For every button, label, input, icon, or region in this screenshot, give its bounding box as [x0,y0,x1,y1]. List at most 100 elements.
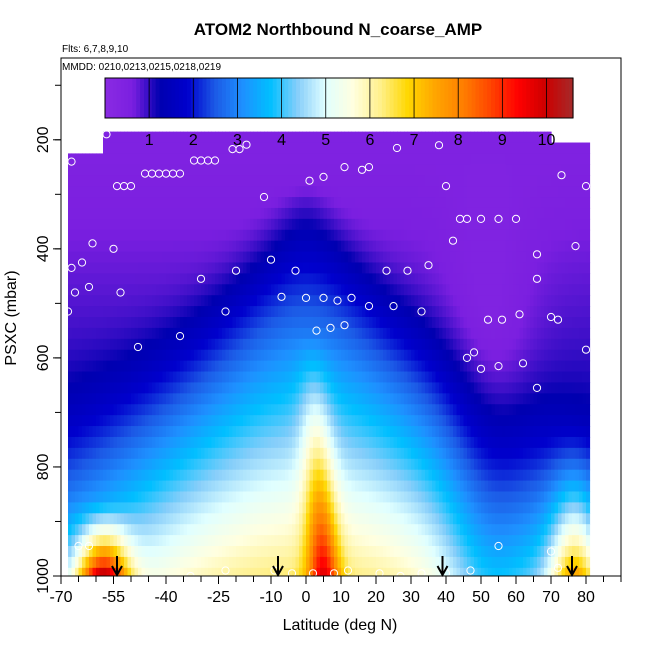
heatmap-cell [316,535,321,547]
heatmap-cell [166,546,171,558]
heatmap-cell [183,382,188,394]
heatmap-cell [264,382,269,394]
heatmap-cell [313,469,318,482]
heatmap-cell [292,502,297,514]
heatmap-cell [425,426,430,438]
heatmap-cell [201,327,206,340]
heatmap-cell [306,458,311,471]
heatmap-cell [386,426,391,438]
heatmap-cell [78,546,83,558]
heatmap-cell [463,436,468,449]
heatmap-cell [439,186,444,198]
heatmap-cell [292,349,297,362]
heatmap-cell [320,567,325,576]
heatmap-cell [407,426,412,438]
heatmap-cell [166,131,171,144]
heatmap-cell [99,207,104,220]
heatmap-cell [334,273,339,285]
heatmap-cell [124,436,129,449]
heatmap-cell [138,382,143,394]
heatmap-cell [253,546,258,558]
heatmap-cell [127,240,132,253]
heatmap-cell [148,262,153,274]
heatmap-cell [141,393,146,405]
heatmap-cell [82,284,87,296]
heatmap-cell [481,251,486,264]
heatmap-cell [267,556,272,569]
heatmap-cell [134,567,139,576]
heatmap-cell [197,284,202,296]
heatmap-cell [197,338,202,351]
heatmap-cell [491,207,496,220]
heatmap-cell [418,491,423,503]
heatmap-cell [173,535,178,547]
heatmap-cell [89,164,94,176]
heatmap-cell [201,306,206,318]
heatmap-cell [386,404,391,416]
heatmap-cell [78,338,83,351]
heatmap-cell [386,524,391,536]
heatmap-cell [439,306,444,318]
heatmap-cell [414,338,419,351]
heatmap-cell [376,393,381,405]
heatmap-cell [236,502,241,514]
heatmap-cell [292,207,297,220]
heatmap-cell [267,317,272,329]
heatmap-cell [162,491,167,503]
heatmap-cell [138,306,143,318]
heatmap-cell [257,404,262,416]
heatmap-cell [365,502,370,514]
heatmap-cell [99,197,104,209]
heatmap-cell [243,175,248,187]
heatmap-cell [295,382,300,394]
heatmap-cell [488,186,493,198]
heatmap-cell [484,295,489,307]
heatmap-cell [407,567,412,576]
heatmap-cell [351,349,356,362]
heatmap-cell [274,317,279,329]
heatmap-cell [348,229,353,242]
heatmap-cell [208,262,213,274]
heatmap-cell [215,546,220,558]
heatmap-cell [169,513,174,525]
heatmap-cell [99,524,104,536]
heatmap-cell [208,491,213,503]
heatmap-cell [180,306,185,318]
heatmap-cell [397,317,402,329]
heatmap-cell [404,175,409,187]
heatmap-cell [428,556,433,569]
heatmap-cell [103,207,108,220]
heatmap-cell [264,295,269,307]
heatmap-cell [201,197,206,209]
heatmap-cell [474,513,479,525]
heatmap-cell [344,262,349,274]
heatmap-cell [155,142,160,155]
heatmap-cell [428,197,433,209]
heatmap-cell [131,480,136,493]
heatmap-cell [446,284,451,296]
heatmap-cell [484,306,489,318]
heatmap-cell [355,349,360,362]
heatmap-cell [159,556,164,569]
heatmap-cell [201,404,206,416]
heatmap-cell [456,567,461,576]
heatmap-cell [246,556,251,569]
heatmap-cell [250,175,255,187]
heatmap-cell [327,502,332,514]
heatmap-cell [187,393,192,405]
heatmap-cell [323,273,328,285]
heatmap-cell [225,295,230,307]
heatmap-cell [113,131,118,144]
heatmap-cell [425,197,430,209]
heatmap-cell [355,393,360,405]
heatmap-cell [138,186,143,198]
heatmap-cell [260,197,265,209]
heatmap-cell [176,404,181,416]
heatmap-cell [383,382,388,394]
heatmap-cell [96,524,101,536]
heatmap-cell [274,327,279,340]
heatmap-cell [253,447,258,460]
heatmap-cell [341,262,346,274]
heatmap-cell [103,491,108,503]
heatmap-cell [446,164,451,176]
